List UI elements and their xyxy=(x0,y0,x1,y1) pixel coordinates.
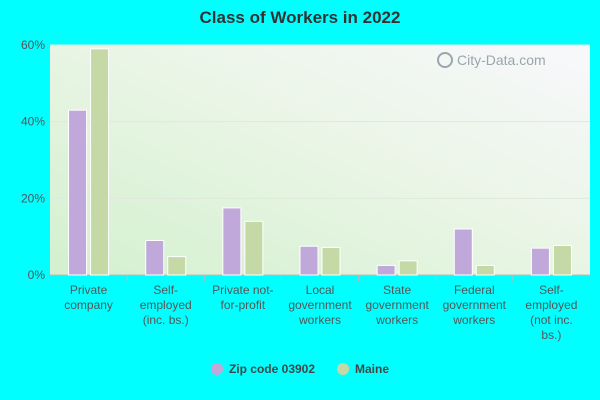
x-tick-label-line: State xyxy=(383,283,411,297)
watermark: City-Data.com xyxy=(437,52,546,68)
bar xyxy=(222,207,242,276)
plot-area xyxy=(50,45,590,275)
bar xyxy=(145,240,165,276)
x-tick-label-line: (not inc. xyxy=(530,313,573,327)
y-tick-label: 60% xyxy=(21,38,45,52)
bar xyxy=(453,228,473,276)
bar xyxy=(90,48,110,276)
bar xyxy=(299,245,319,276)
x-tick-label-line: Self- xyxy=(153,283,178,297)
x-tick-label-line: Private not- xyxy=(212,283,273,297)
y-tick-label: 20% xyxy=(21,191,45,205)
bar xyxy=(398,260,418,276)
x-tick-label-line: company xyxy=(64,298,113,312)
x-tick-label-line: government xyxy=(288,298,352,312)
x-tick-label: Self-employed (not inc. bs.) xyxy=(525,283,577,342)
x-tick-label: Private not-for-profit xyxy=(212,283,273,312)
bar xyxy=(475,264,495,276)
y-tick-label: 0% xyxy=(28,268,46,282)
chart-title: Class of Workers in 2022 xyxy=(199,8,401,27)
x-tick-label-line: Federal xyxy=(454,283,495,297)
x-tick-label: Self-employed (inc. bs.) xyxy=(140,283,192,327)
legend: Zip code 03902 Maine xyxy=(0,362,600,376)
x-tick-label: Federal government workers xyxy=(443,283,507,327)
x-tick-label-line: workers xyxy=(452,313,495,327)
bar xyxy=(376,264,396,276)
x-tick-label-line: for-profit xyxy=(221,298,266,312)
legend-item-zip: Zip code 03902 xyxy=(210,362,316,376)
x-tick-label-line: government xyxy=(365,298,429,312)
bar xyxy=(530,247,550,276)
bar xyxy=(552,244,572,276)
legend-swatch-zip xyxy=(210,363,223,375)
legend-swatch-maine xyxy=(337,363,350,375)
legend-label-maine: Maine xyxy=(355,362,390,376)
x-tick-label-line: employed xyxy=(140,298,192,312)
x-tick-label: State government workers xyxy=(365,283,429,327)
x-tick-label-line: workers xyxy=(298,313,341,327)
bar xyxy=(244,220,264,276)
x-tick-label-line: Local xyxy=(306,283,335,297)
y-tick-label: 40% xyxy=(21,115,45,129)
bar xyxy=(68,109,88,276)
x-tick-label: Private company xyxy=(64,283,113,312)
x-tick-label: Local government workers xyxy=(288,283,352,327)
legend-label-zip: Zip code 03902 xyxy=(228,362,316,376)
x-tick-label-line: bs.) xyxy=(541,328,561,342)
magnifier-icon xyxy=(437,52,453,68)
x-tick-label-line: employed xyxy=(525,298,577,312)
x-tick-label-line: (inc. bs.) xyxy=(143,313,189,327)
legend-item-maine: Maine xyxy=(337,362,389,376)
x-tick-label-line: workers xyxy=(375,313,418,327)
bar xyxy=(321,246,341,276)
bar xyxy=(167,256,187,276)
watermark-text: City-Data.com xyxy=(457,52,546,68)
x-tick-label-line: Self- xyxy=(539,283,564,297)
x-tick-label-line: Private xyxy=(70,283,108,297)
x-tick-label-line: government xyxy=(443,298,507,312)
